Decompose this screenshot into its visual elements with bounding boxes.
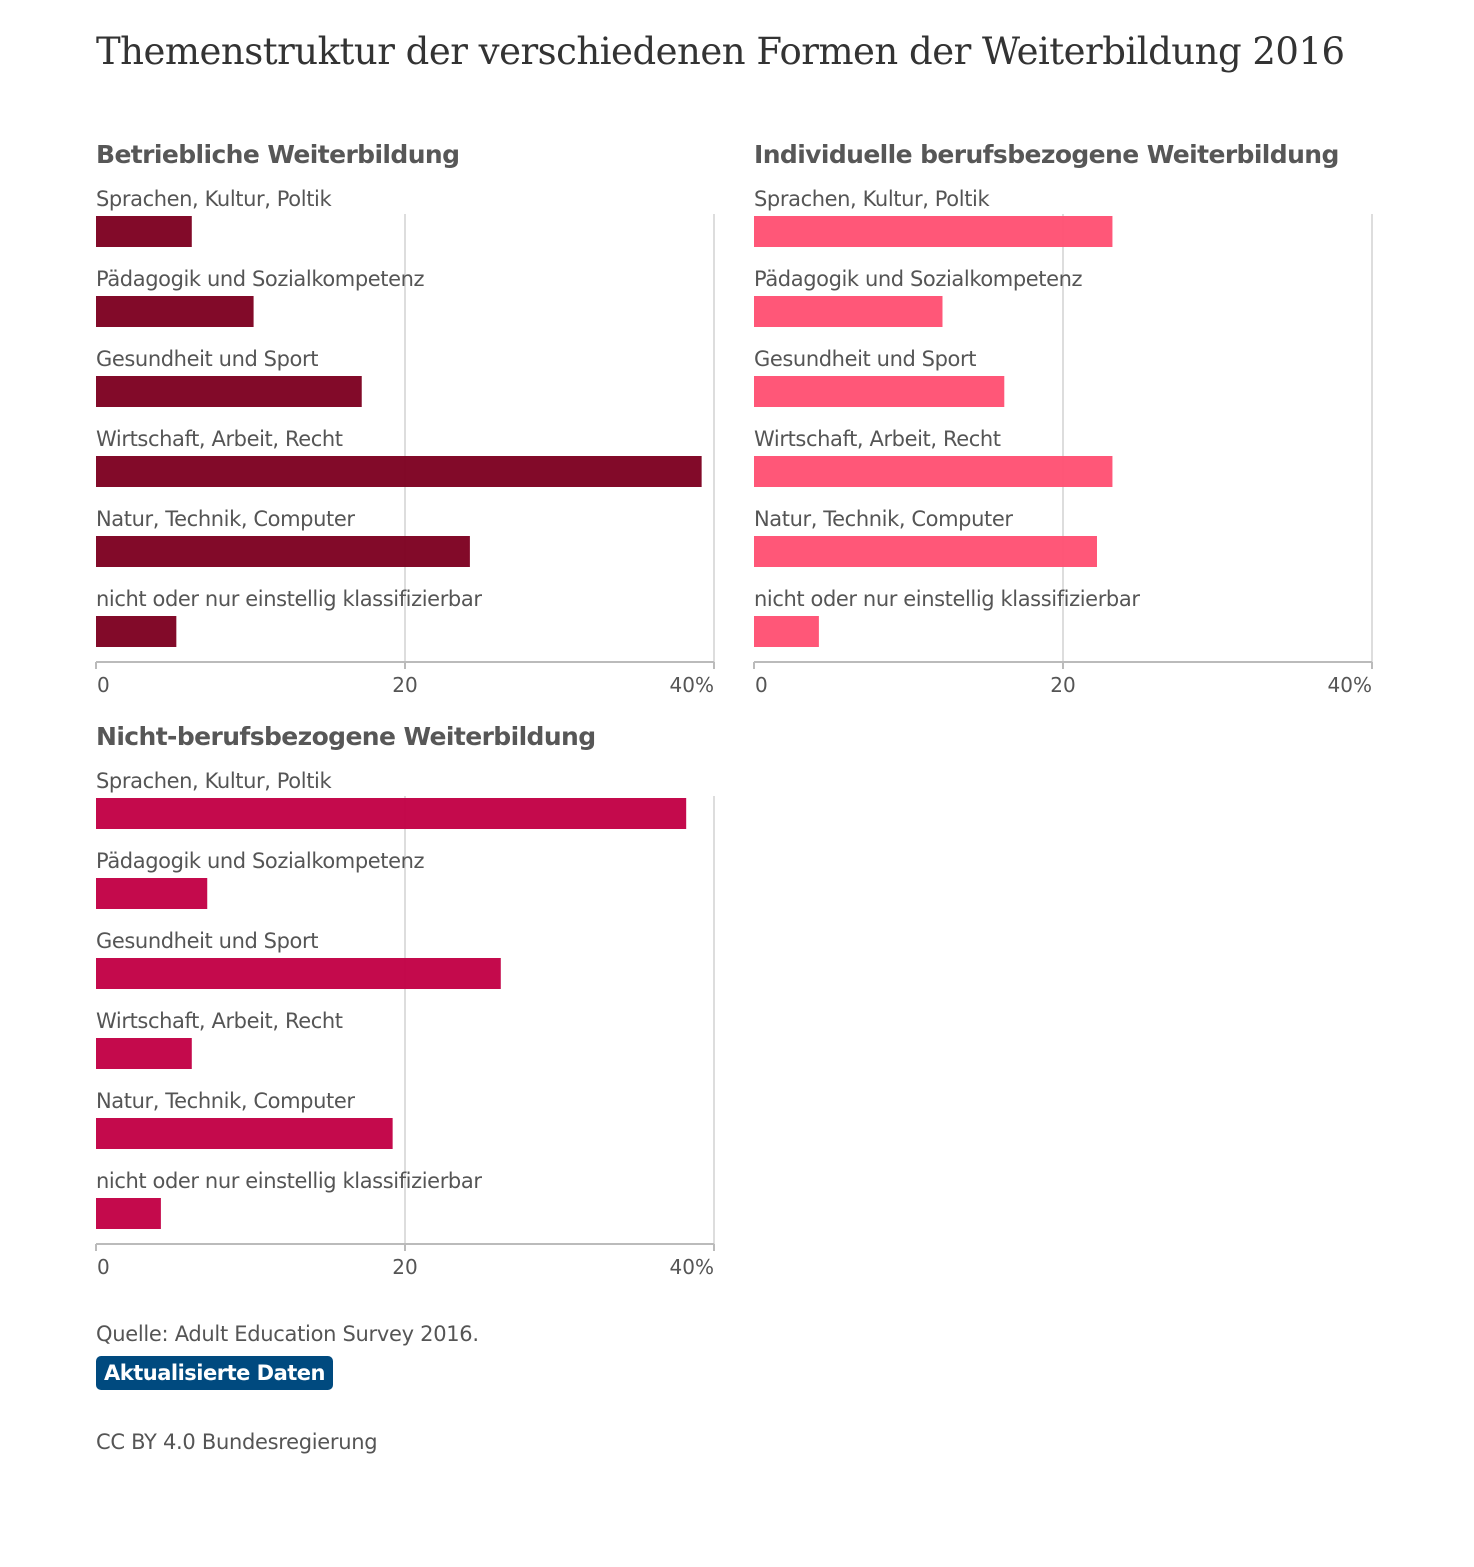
x-tick-label: 20 bbox=[392, 1255, 417, 1279]
category-label: Natur, Technik, Computer bbox=[96, 507, 355, 531]
bar bbox=[96, 958, 501, 989]
license-note: CC BY 4.0 Bundesregierung bbox=[96, 1430, 378, 1454]
bar bbox=[96, 798, 687, 829]
chart-panel-nicht-berufsbezogen: Nicht-berufsbezogene Weiterbildung Sprac… bbox=[95, 722, 736, 1292]
bar bbox=[754, 616, 819, 647]
bar bbox=[754, 216, 1113, 247]
x-tick-label: 40% bbox=[670, 1255, 714, 1279]
panel-title: Betriebliche Weiterbildung bbox=[96, 140, 460, 169]
x-tick-label: 0 bbox=[755, 673, 768, 697]
category-label: Gesundheit und Sport bbox=[96, 929, 318, 953]
updated-data-button[interactable]: Aktualisierte Daten bbox=[96, 1356, 333, 1390]
category-label: nicht oder nur einstellig klassifizierba… bbox=[96, 587, 482, 611]
x-tick-label: 20 bbox=[1050, 673, 1075, 697]
category-label: Gesundheit und Sport bbox=[96, 347, 318, 371]
category-label: Natur, Technik, Computer bbox=[96, 1089, 355, 1113]
chart-panel-individuelle: Individuelle berufsbezogene Weiterbildun… bbox=[753, 140, 1394, 710]
bar bbox=[96, 456, 702, 487]
category-label: Sprachen, Kultur, Poltik bbox=[96, 769, 332, 793]
bar bbox=[96, 376, 362, 407]
category-label: Wirtschaft, Arbeit, Recht bbox=[754, 427, 1001, 451]
x-tick-label: 0 bbox=[97, 1255, 110, 1279]
x-tick-label: 0 bbox=[97, 673, 110, 697]
bar bbox=[754, 376, 1005, 407]
source-note: Quelle: Adult Education Survey 2016. bbox=[96, 1322, 479, 1346]
bar-chart: Sprachen, Kultur, Poltik Pädagogik und So… bbox=[95, 769, 715, 1279]
category-label: Wirtschaft, Arbeit, Recht bbox=[96, 427, 343, 451]
category-label: Natur, Technik, Computer bbox=[754, 507, 1013, 531]
bar bbox=[96, 536, 470, 567]
panel-title: Individuelle berufsbezogene Weiterbildun… bbox=[754, 140, 1339, 169]
category-label: Sprachen, Kultur, Poltik bbox=[96, 187, 332, 211]
bar-chart: Sprachen, Kultur, Poltik Pädagogik und So… bbox=[95, 187, 715, 697]
x-tick-label: 40% bbox=[1328, 673, 1372, 697]
bar bbox=[96, 878, 208, 909]
bar-chart: Sprachen, Kultur, Poltik Pädagogik und So… bbox=[753, 187, 1373, 697]
bar bbox=[96, 616, 177, 647]
panel-title: Nicht-berufsbezogene Weiterbildung bbox=[96, 722, 596, 751]
category-label: Pädagogik und Sozialkompetenz bbox=[96, 267, 425, 291]
category-label: Pädagogik und Sozialkompetenz bbox=[96, 849, 425, 873]
page-title: Themenstruktur der verschiedenen Formen … bbox=[96, 30, 1345, 73]
bar bbox=[754, 536, 1097, 567]
category-label: Sprachen, Kultur, Poltik bbox=[754, 187, 990, 211]
bar bbox=[96, 296, 254, 327]
bar bbox=[754, 296, 943, 327]
x-tick-label: 20 bbox=[392, 673, 417, 697]
category-label: nicht oder nur einstellig klassifizierba… bbox=[754, 587, 1140, 611]
bar bbox=[96, 216, 192, 247]
category-label: Gesundheit und Sport bbox=[754, 347, 976, 371]
category-label: Pädagogik und Sozialkompetenz bbox=[754, 267, 1083, 291]
bar bbox=[96, 1198, 161, 1229]
category-label: Wirtschaft, Arbeit, Recht bbox=[96, 1009, 343, 1033]
bar bbox=[754, 456, 1113, 487]
x-tick-label: 40% bbox=[670, 673, 714, 697]
chart-panel-betriebliche: Betriebliche Weiterbildung Sprachen, Kul… bbox=[95, 140, 736, 710]
category-label: nicht oder nur einstellig klassifizierba… bbox=[96, 1169, 482, 1193]
bar bbox=[96, 1038, 192, 1069]
bar bbox=[96, 1118, 393, 1149]
